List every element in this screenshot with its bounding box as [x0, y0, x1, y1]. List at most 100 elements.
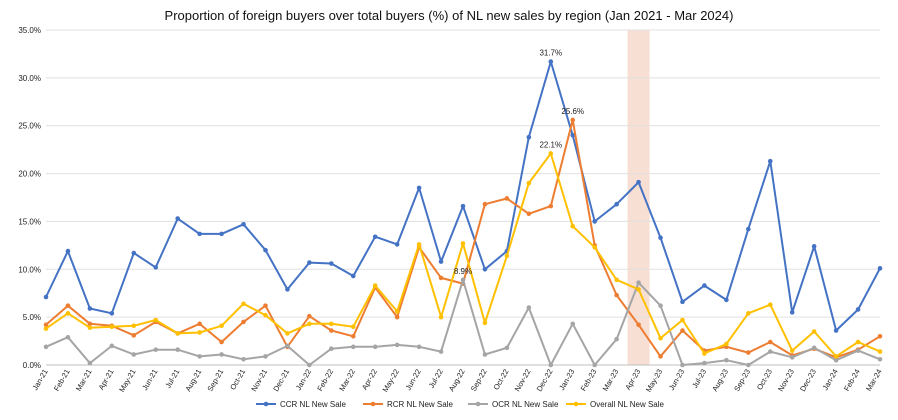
data-point [263, 354, 268, 359]
data-point [548, 151, 554, 156]
data-point [548, 362, 554, 368]
data-point [285, 343, 290, 349]
data-point [767, 302, 773, 308]
data-point [833, 357, 839, 363]
data-point [592, 244, 597, 250]
legend-item-label: CCR NL New Sale [280, 400, 346, 409]
data-label: 22.1% [539, 140, 562, 149]
data-point [350, 273, 356, 279]
legend-swatch-marker [573, 401, 579, 407]
data-point [43, 326, 49, 331]
data-point [175, 347, 180, 352]
data-point [746, 311, 751, 316]
data-point [438, 259, 444, 264]
legend-swatch-marker [263, 401, 269, 407]
data-point [131, 333, 137, 338]
data-point [131, 250, 137, 256]
data-label: 8.9% [454, 267, 472, 276]
data-point [548, 203, 554, 209]
data-point [570, 132, 576, 138]
data-point [43, 344, 49, 350]
data-point [702, 351, 707, 356]
data-point [526, 134, 532, 140]
data-point [153, 265, 159, 270]
data-point [658, 303, 663, 308]
data-point [767, 349, 773, 354]
data-point [877, 333, 883, 339]
data-point [855, 307, 861, 312]
data-point [680, 362, 685, 368]
data-point [680, 328, 685, 333]
data-point [87, 306, 93, 311]
legend-item-label: OCR NL New Sale [492, 400, 559, 409]
data-point [372, 344, 378, 350]
data-point [329, 328, 334, 333]
data-point [724, 341, 729, 347]
data-point [285, 331, 290, 336]
data-point [570, 223, 576, 229]
data-point [307, 362, 312, 368]
data-point [504, 253, 510, 259]
data-point [263, 312, 268, 318]
y-tick-label: 30.0% [18, 74, 41, 83]
data-point [219, 231, 224, 237]
data-point [241, 356, 246, 362]
data-point [307, 260, 312, 265]
data-point [636, 280, 641, 285]
data-point [526, 211, 532, 217]
data-point [109, 343, 115, 349]
data-point [394, 242, 400, 247]
data-point [438, 314, 444, 320]
data-point [197, 330, 202, 335]
data-point [372, 234, 378, 240]
data-point [746, 226, 751, 232]
y-tick-label: 20.0% [18, 170, 41, 179]
data-point [329, 261, 334, 266]
data-point [636, 287, 641, 292]
data-point [438, 275, 444, 281]
data-point [329, 346, 334, 352]
data-point [877, 356, 883, 362]
highlight-band [627, 30, 650, 365]
y-tick-label: 0.0% [23, 361, 41, 370]
data-point [833, 328, 839, 333]
data-point [592, 362, 597, 368]
data-point [460, 241, 466, 246]
data-point [482, 320, 488, 326]
legend-swatch-marker [370, 401, 376, 407]
legend-item-label: Overall NL New Sale [590, 400, 665, 409]
data-point [65, 303, 71, 308]
data-point [372, 283, 378, 288]
data-point [197, 354, 202, 359]
data-point [746, 350, 751, 355]
data-point [855, 348, 861, 353]
data-point [307, 313, 312, 319]
data-point [131, 352, 137, 357]
data-point [482, 352, 488, 357]
data-point [570, 321, 576, 327]
y-tick-label: 10.0% [18, 265, 41, 274]
data-point [219, 339, 224, 345]
data-point [87, 325, 93, 330]
y-tick-label: 25.0% [18, 122, 41, 131]
data-label: 25.6% [561, 107, 584, 116]
data-point [307, 321, 312, 327]
data-point [175, 331, 180, 336]
data-point [811, 345, 817, 351]
data-point [724, 297, 729, 303]
data-point [592, 219, 597, 224]
y-tick-label: 15.0% [18, 217, 41, 226]
data-point [658, 235, 663, 240]
data-point [219, 323, 224, 329]
data-point [789, 348, 795, 353]
data-point [767, 158, 773, 164]
data-point [767, 339, 773, 345]
data-point [460, 203, 466, 209]
data-point [65, 311, 71, 316]
data-point [614, 201, 619, 207]
data-point [394, 314, 400, 320]
data-point [680, 299, 685, 305]
data-point [87, 360, 93, 366]
